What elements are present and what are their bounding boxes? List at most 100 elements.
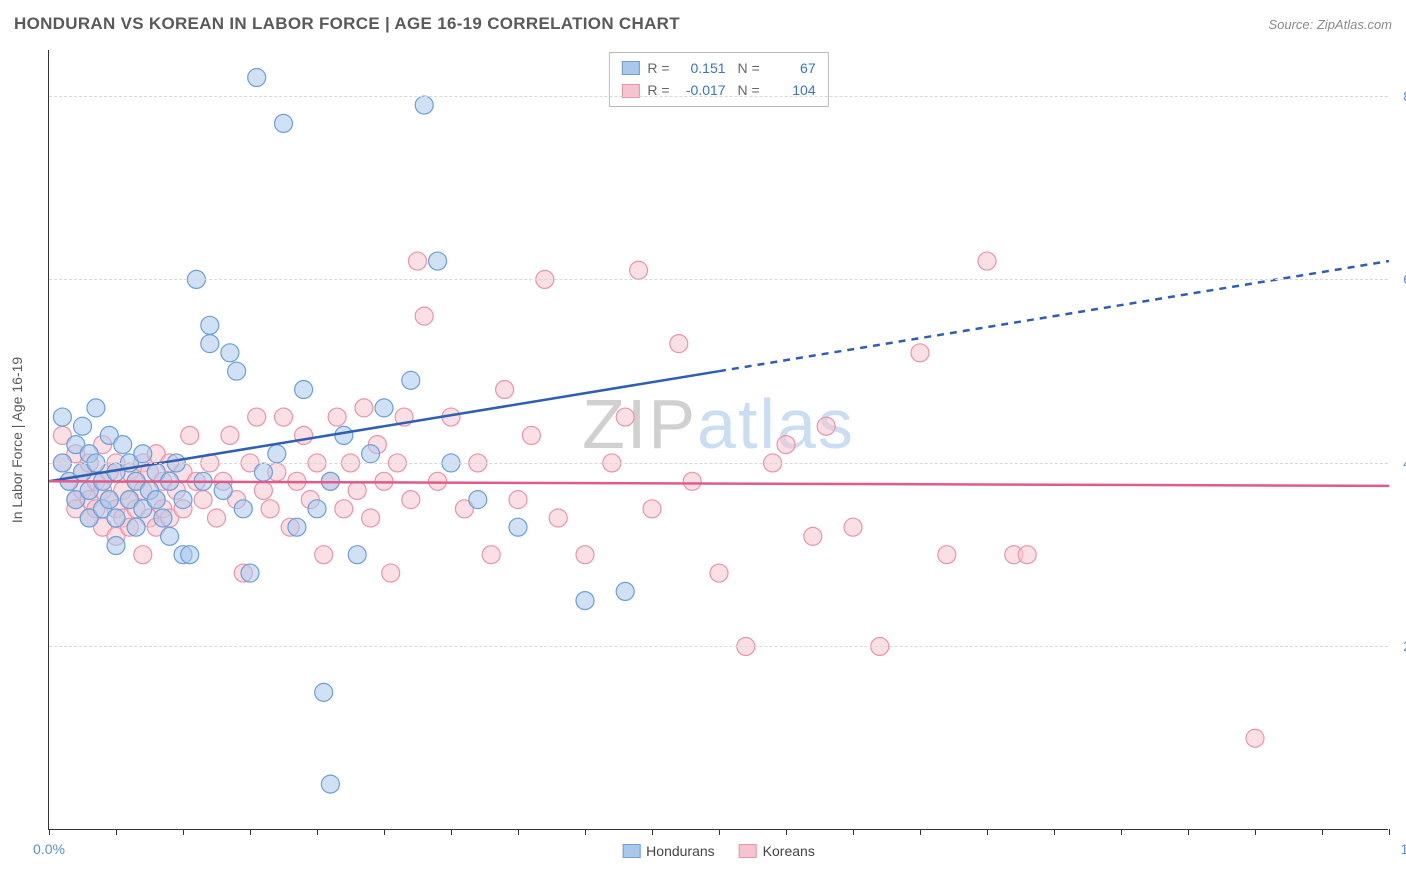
correlation-stats-box: R =0.151 N =67R =-0.017 N =104 (608, 52, 828, 107)
x-tick (1121, 829, 1122, 835)
scatter-point (174, 491, 192, 509)
scatter-point (295, 381, 313, 399)
scatter-point (429, 252, 447, 270)
x-tick (920, 829, 921, 835)
stats-row: R =0.151 N =67 (621, 57, 815, 79)
scatter-point (670, 335, 688, 353)
x-tick (719, 829, 720, 835)
series-legend: Hondurans Koreans (622, 843, 815, 859)
scatter-point (1018, 546, 1036, 564)
scatter-point (630, 261, 648, 279)
x-tick (384, 829, 385, 835)
scatter-point (496, 381, 514, 399)
scatter-point (710, 564, 728, 582)
scatter-point (261, 500, 279, 518)
scatter-point (328, 408, 346, 426)
scatter-point (107, 537, 125, 555)
scatter-point (375, 399, 393, 417)
x-tick (1255, 829, 1256, 835)
x-tick (116, 829, 117, 835)
scatter-point (181, 546, 199, 564)
legend-item: Hondurans (622, 843, 715, 859)
x-tick (853, 829, 854, 835)
x-tick (1389, 829, 1390, 835)
scatter-point (348, 546, 366, 564)
scatter-point (221, 344, 239, 362)
trend-line (49, 481, 1389, 486)
legend-item: Koreans (739, 843, 815, 859)
scatter-point (221, 426, 239, 444)
scatter-point (844, 518, 862, 536)
scatter-point (509, 518, 527, 536)
x-tick (451, 829, 452, 835)
stat-r-value: 0.151 (678, 57, 726, 79)
legend-label: Koreans (763, 843, 815, 859)
scatter-point (1246, 729, 1264, 747)
x-tick (183, 829, 184, 835)
scatter-point (911, 344, 929, 362)
gridline (49, 96, 1388, 97)
y-axis-title: In Labor Force | Age 16-19 (9, 356, 25, 522)
legend-swatch (739, 844, 757, 858)
scatter-point (315, 546, 333, 564)
scatter-point (315, 683, 333, 701)
scatter-point (114, 436, 132, 454)
scatter-point (335, 500, 353, 518)
stat-r-label: R = (647, 79, 669, 101)
x-tick (1322, 829, 1323, 835)
scatter-point (201, 316, 219, 334)
scatter-point (321, 775, 339, 793)
scatter-point (482, 546, 500, 564)
scatter-point (469, 491, 487, 509)
scatter-point (241, 564, 259, 582)
scatter-point (382, 564, 400, 582)
x-axis-max-label: 100.0% (1401, 841, 1406, 857)
scatter-point (978, 252, 996, 270)
scatter-point (308, 500, 326, 518)
scatter-point (275, 114, 293, 132)
scatter-point (362, 509, 380, 527)
scatter-point (402, 371, 420, 389)
scatter-point (134, 445, 152, 463)
scatter-point (87, 399, 105, 417)
scatter-point (248, 408, 266, 426)
scatter-point (194, 491, 212, 509)
x-tick (49, 829, 50, 835)
scatter-point (248, 69, 266, 87)
scatter-point (201, 335, 219, 353)
x-axis-min-label: 0.0% (33, 841, 65, 857)
legend-swatch (621, 61, 639, 75)
scatter-point (549, 509, 567, 527)
x-tick (987, 829, 988, 835)
scatter-point (355, 399, 373, 417)
scatter-point (335, 426, 353, 444)
x-tick (786, 829, 787, 835)
scatter-point (362, 445, 380, 463)
scatter-point (254, 463, 272, 481)
x-tick (518, 829, 519, 835)
scatter-point (208, 509, 226, 527)
scatter-point (107, 509, 125, 527)
scatter-point (100, 491, 118, 509)
scatter-point (147, 491, 165, 509)
x-tick (1054, 829, 1055, 835)
scatter-point (817, 417, 835, 435)
stat-n-label: N = (734, 79, 760, 101)
scatter-point (254, 481, 272, 499)
legend-swatch (622, 844, 640, 858)
scatter-point (181, 426, 199, 444)
scatter-point (228, 362, 246, 380)
scatter-point (402, 491, 420, 509)
scatter-point (74, 417, 92, 435)
scatter-point (214, 481, 232, 499)
scatter-point (429, 472, 447, 490)
x-tick (652, 829, 653, 835)
chart-header: HONDURAN VS KOREAN IN LABOR FORCE | AGE … (0, 0, 1406, 40)
scatter-point (616, 582, 634, 600)
stat-n-value: 104 (768, 79, 816, 101)
scatter-point (127, 518, 145, 536)
x-tick (1188, 829, 1189, 835)
scatter-point (154, 509, 172, 527)
scatter-point (683, 472, 701, 490)
scatter-point (777, 436, 795, 454)
